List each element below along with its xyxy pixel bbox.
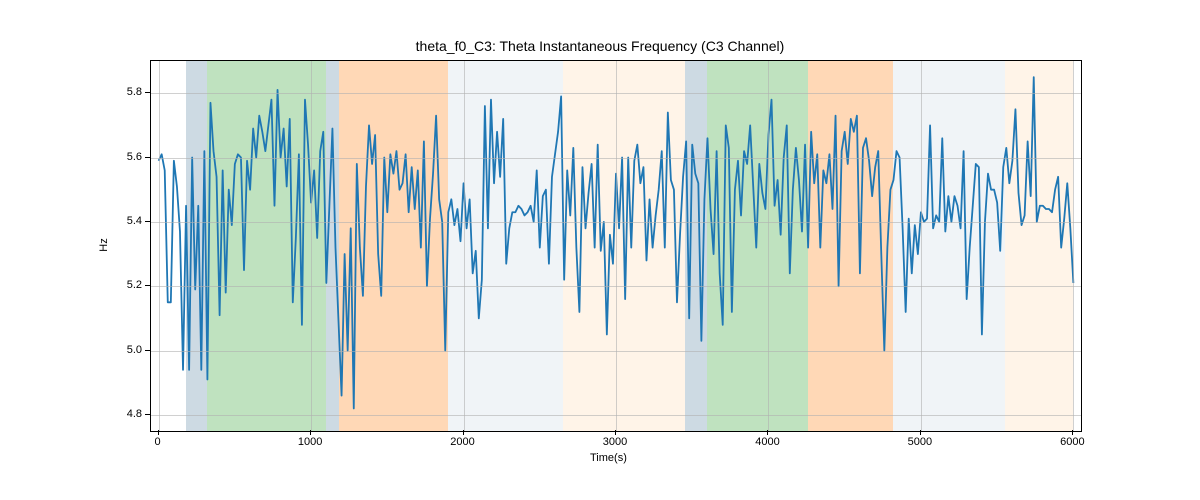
grid-line-horizontal [151,158,1081,159]
y-tick-label: 5.8 [120,86,142,98]
x-tick-mark [1072,430,1073,435]
x-tick-label: 3000 [603,436,627,448]
x-axis-label: Time(s) [590,452,627,464]
grid-line-vertical [464,61,465,431]
y-tick-label: 5.6 [120,151,142,163]
x-tick-mark [767,430,768,435]
y-tick-mark [145,157,150,158]
grid-line-horizontal [151,222,1081,223]
y-tick-mark [145,285,150,286]
chart-container: theta_f0_C3: Theta Instantaneous Frequen… [0,0,1200,500]
y-tick-label: 5.0 [120,344,142,356]
x-tick-label: 6000 [1060,436,1084,448]
y-tick-label: 4.8 [120,408,142,420]
y-tick-label: 5.4 [120,215,142,227]
grid-line-horizontal [151,351,1081,352]
grid-line-horizontal [151,93,1081,94]
chart-title: theta_f0_C3: Theta Instantaneous Frequen… [0,38,1200,54]
grid-line-vertical [1073,61,1074,431]
x-tick-label: 4000 [755,436,779,448]
x-tick-mark [158,430,159,435]
grid-line-vertical [768,61,769,431]
grid-line-vertical [616,61,617,431]
x-tick-label: 0 [155,436,161,448]
grid-line-horizontal [151,286,1081,287]
plot-area [150,60,1082,432]
y-axis-label: Hz [98,238,110,251]
x-tick-mark [920,430,921,435]
y-tick-mark [145,350,150,351]
x-tick-label: 2000 [450,436,474,448]
x-tick-label: 1000 [298,436,322,448]
grid-line-vertical [921,61,922,431]
x-tick-mark [615,430,616,435]
grid-line-horizontal [151,415,1081,416]
y-tick-label: 5.2 [120,279,142,291]
y-tick-mark [145,221,150,222]
x-tick-mark [463,430,464,435]
x-tick-mark [310,430,311,435]
y-tick-mark [145,414,150,415]
x-tick-label: 5000 [908,436,932,448]
y-tick-mark [145,92,150,93]
grid-line-vertical [159,61,160,431]
grid-line-vertical [311,61,312,431]
